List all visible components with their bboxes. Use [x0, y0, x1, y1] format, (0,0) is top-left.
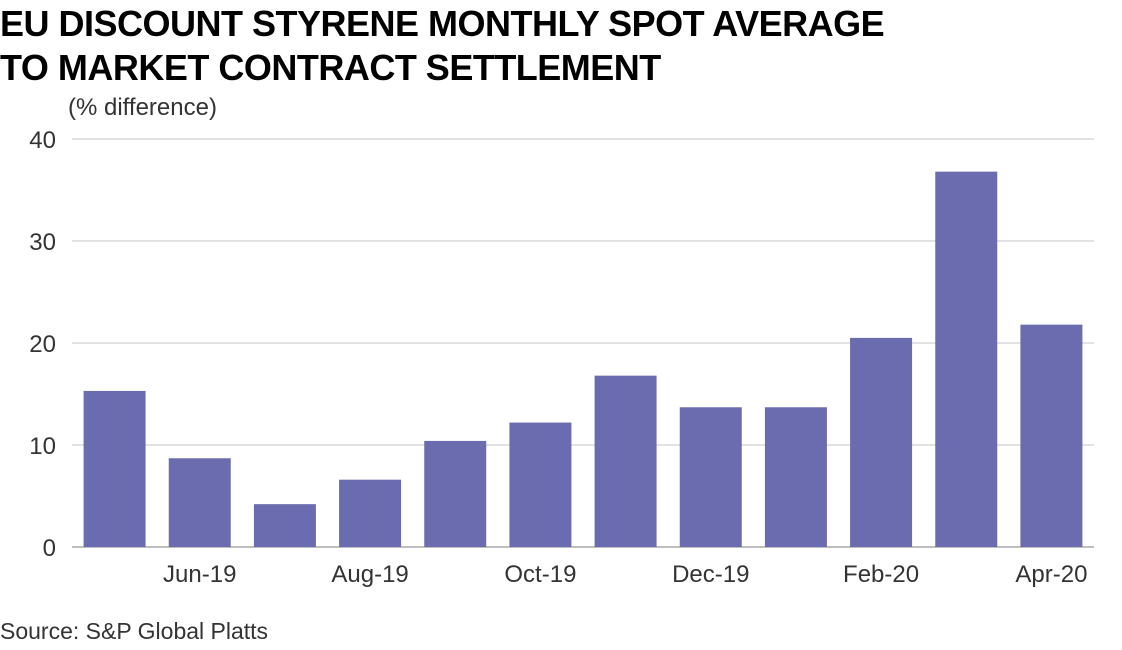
bar-Dec-19: [679, 407, 742, 547]
x-tick-label: Feb-20: [843, 561, 919, 588]
bars: [83, 171, 1083, 547]
y-tick-label: 20: [29, 331, 56, 358]
y-tick-label: 0: [43, 535, 56, 562]
gridlines: [72, 138, 1094, 548]
chart-title-line-1: EU DISCOUNT STYRENE MONTHLY SPOT AVERAGE: [0, 3, 885, 44]
bar-Aug-19: [339, 479, 402, 547]
bar-Oct-19: [509, 422, 572, 547]
x-axis-ticks: Jun-19 Aug-19 Oct-19 Dec-19 Feb-20 Apr-20: [163, 561, 1087, 588]
bar-Sep-19: [424, 440, 487, 547]
x-tick-label: Dec-19: [672, 561, 749, 588]
x-tick-label: Jun-19: [163, 561, 236, 588]
x-tick-label: Apr-20: [1015, 561, 1087, 588]
y-axis-unit-label: (% difference): [68, 94, 217, 121]
chart-title-line-2: TO MARKET CONTRACT SETTLEMENT: [0, 47, 661, 88]
bar-Apr-20: [1020, 324, 1083, 547]
y-tick-label: 40: [29, 127, 56, 154]
bar-Nov-19: [594, 375, 657, 547]
bar-Feb-20: [850, 337, 913, 547]
x-tick-label: Aug-19: [331, 561, 408, 588]
x-tick-label: Oct-19: [504, 561, 576, 588]
bar-Jan-20: [764, 407, 827, 547]
bar-May-19: [83, 390, 146, 547]
chart-title: EU DISCOUNT STYRENE MONTHLY SPOT AVERAGE…: [0, 2, 1100, 90]
y-tick-label: 30: [29, 229, 56, 256]
source-note: Source: S&P Global Platts: [0, 618, 269, 644]
bar-Jul-19: [253, 504, 316, 547]
bar-Jun-19: [168, 458, 231, 547]
y-tick-label: 10: [29, 433, 56, 460]
bar-Mar-20: [935, 171, 998, 547]
y-axis-ticks: 0 10 20 30 40: [29, 127, 56, 562]
